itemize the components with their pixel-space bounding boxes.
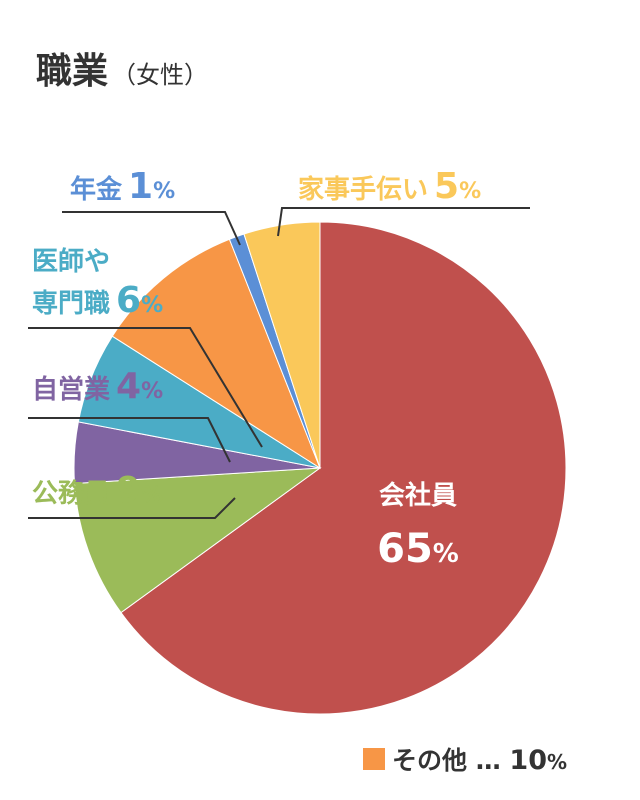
pie-slices xyxy=(73,221,567,715)
slice-name: 公務員 xyxy=(32,479,110,509)
pie-slice xyxy=(120,221,567,715)
legend-unit: % xyxy=(547,750,567,774)
slice-unit: % xyxy=(153,179,175,204)
leader-line xyxy=(277,207,530,237)
legend: その他 … 10% xyxy=(363,745,567,776)
leader-lines xyxy=(28,207,530,519)
slice-label: 公務員 9% xyxy=(32,470,163,511)
slice-unit: % xyxy=(433,539,459,569)
pie-slice xyxy=(73,467,322,614)
slice-label: 自営業 4% xyxy=(32,366,163,407)
slice-name: 専門職 xyxy=(32,289,110,319)
chart-subtitle: （女性） xyxy=(112,61,209,89)
legend-text: その他 … 10% xyxy=(392,745,567,776)
slice-name: 会社員 xyxy=(379,480,457,511)
slice-label: 年金 1% xyxy=(70,166,175,207)
pie-slice xyxy=(111,238,322,470)
legend-value: 10 xyxy=(509,745,547,776)
legend-label: その他 … xyxy=(392,746,509,775)
slice-label: 医師や xyxy=(32,247,110,277)
chart-title-main: 職業 xyxy=(36,51,109,92)
leader-line xyxy=(28,497,236,519)
slice-value: 4 xyxy=(116,366,141,407)
slice-value: 6 xyxy=(116,280,141,321)
slice-value: 1 xyxy=(128,166,153,207)
slice-label: 専門職 6% xyxy=(32,280,163,321)
legend-swatch xyxy=(363,748,385,770)
slice-unit: % xyxy=(141,483,163,508)
slice-unit: % xyxy=(141,293,163,318)
slice-label: 会社員 xyxy=(379,480,457,511)
leader-line xyxy=(28,417,231,463)
slice-name: 医師や xyxy=(32,247,110,277)
slice-label: 家事手伝い 5% xyxy=(298,166,481,207)
leader-line xyxy=(28,327,263,448)
slice-unit: % xyxy=(141,379,163,404)
slice-unit: % xyxy=(459,179,481,204)
slice-name: 家事手伝い xyxy=(298,174,428,205)
slice-value: 5 xyxy=(434,166,459,207)
chart-title: 職業 （女性） xyxy=(36,42,208,94)
slice-name: 年金 xyxy=(70,174,123,205)
leader-line xyxy=(62,211,241,246)
slice-value: 9 xyxy=(116,470,141,511)
slice-name: 自営業 xyxy=(32,374,110,405)
slice-label: 65% xyxy=(377,526,459,572)
slice-value: 65 xyxy=(377,526,433,572)
pie-slice xyxy=(243,221,321,469)
